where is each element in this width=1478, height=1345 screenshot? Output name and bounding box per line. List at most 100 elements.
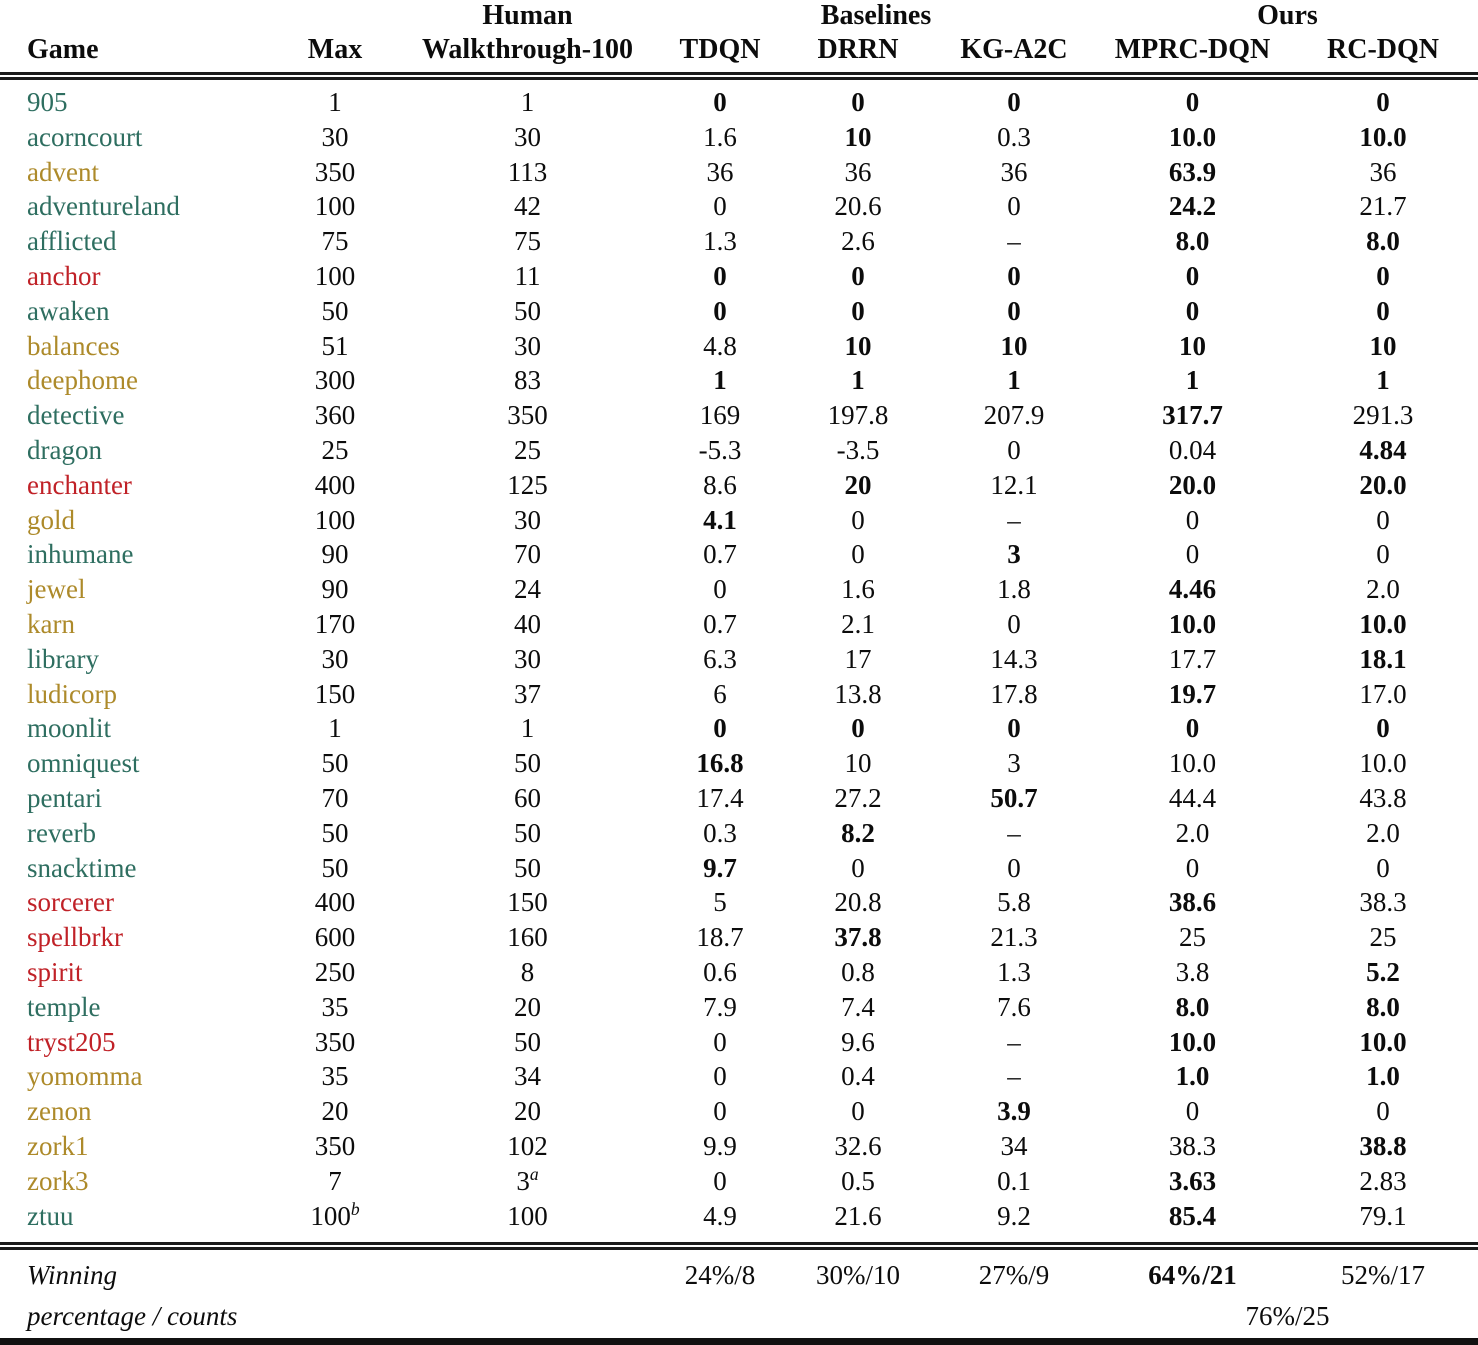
game-name: spirit (27, 956, 83, 987)
game-name: balances (27, 330, 120, 361)
footer-rule (0, 1242, 1478, 1251)
mprcdqn-cell: 0 (1185, 295, 1200, 326)
walkthrough-cell: 30 (514, 330, 541, 361)
tdqn-cell: 1.6 (703, 121, 737, 152)
mprcdqn-cell: 0 (1185, 713, 1200, 744)
table-row: library 30 30 6.3 17 14.3 17.7 18.1 (0, 642, 1478, 677)
game-name: ludicorp (27, 678, 117, 709)
table-row: ludicorp 150 37 6 13.8 17.8 19.7 17.0 (0, 677, 1478, 712)
tdqn-cell: -5.3 (698, 434, 742, 465)
footnote-marker: a (529, 1163, 539, 1184)
kga2c-cell: 207.9 (983, 400, 1045, 431)
kga2c-cell: – (1007, 1026, 1021, 1057)
header-group-row: Human Baselines Ours (0, 0, 1478, 32)
mprcdqn-cell: 0 (1185, 260, 1200, 291)
walkthrough-cell: 42 (514, 191, 541, 222)
kga2c-cell: – (1007, 226, 1021, 257)
table-row: zork3 7 3a 0 0.5 0.1 3.63 2.83 (0, 1164, 1478, 1199)
kga2c-cell: 1.3 (997, 956, 1031, 987)
max-cell: 90 (321, 539, 349, 570)
max-cell: 170 (314, 608, 356, 639)
mprcdqn-cell: 1 (1185, 365, 1200, 396)
max-cell: 50 (321, 748, 349, 779)
game-name: temple (27, 991, 101, 1022)
group-header-ours: Ours (1257, 0, 1318, 31)
mprcdqn-cell: 0 (1185, 1096, 1200, 1127)
walkthrough-cell: 50 (514, 852, 541, 883)
tdqn-cell: 0.6 (703, 956, 737, 987)
rcdqn-cell: 1 (1376, 365, 1390, 396)
mprcdqn-cell: 4.46 (1168, 574, 1217, 605)
drrn-cell: 1 (851, 365, 865, 396)
rcdqn-cell: 0 (1376, 87, 1390, 117)
tdqn-cell: 0.7 (703, 539, 737, 570)
footer-label-line2: percentage / counts (27, 1300, 238, 1331)
drrn-cell: 10 (844, 748, 872, 779)
table-row: adventureland 100 42 0 20.6 0 24.2 21.7 (0, 189, 1478, 224)
rcdqn-cell: 25 (1369, 922, 1397, 953)
table-row: yomomma 35 34 0 0.4 – 1.0 1.0 (0, 1059, 1478, 1094)
drrn-cell: -3.5 (836, 434, 880, 465)
max-cell: 300 (314, 365, 356, 396)
rcdqn-cell: 2.0 (1366, 817, 1400, 848)
max-cell: 1 (328, 713, 342, 744)
kga2c-cell: 0 (1007, 260, 1021, 291)
kga2c-cell: 17.8 (990, 678, 1038, 709)
kga2c-cell: 3 (1007, 539, 1021, 570)
max-cell: 35 (321, 991, 349, 1022)
max-cell: 100 (314, 191, 356, 222)
kga2c-cell: 14.3 (990, 643, 1038, 674)
table-row: enchanter 400 125 8.6 20 12.1 20.0 20.0 (0, 468, 1478, 503)
max-cell: 70 (321, 782, 349, 813)
rcdqn-cell: 79.1 (1359, 1200, 1407, 1231)
tdqn-cell: 16.8 (696, 748, 744, 779)
tdqn-cell: 0 (713, 1096, 727, 1127)
max-cell: 51 (321, 330, 349, 361)
walkthrough-cell: 8 (520, 956, 535, 987)
rcdqn-cell: 0 (1376, 713, 1390, 744)
kga2c-cell: 36 (1000, 156, 1028, 187)
rcdqn-cell: 38.3 (1359, 887, 1407, 918)
table-body: 905 1 1 0 0 0 0 0 acorncourt 30 30 1.6 10 0.3 10.0 10.0… (0, 80, 1478, 1237)
tdqn-cell: 0 (713, 87, 727, 117)
tdqn-cell: 5 (713, 887, 727, 918)
max-cell: 1 (328, 87, 342, 117)
rcdqn-cell: 43.8 (1359, 782, 1407, 813)
walkthrough-cell: 1 (520, 713, 535, 744)
rcdqn-cell: 36 (1369, 156, 1397, 187)
tdqn-cell: 0 (713, 574, 727, 605)
game-name: spellbrkr (27, 922, 123, 953)
game-name: zork1 (27, 1130, 89, 1161)
game-name: moonlit (27, 713, 112, 744)
mprcdqn-cell: 24.2 (1168, 191, 1217, 222)
rcdqn-cell: 2.83 (1359, 1165, 1407, 1196)
rcdqn-cell: 10.0 (1359, 121, 1407, 152)
mprcdqn-cell: 63.9 (1168, 156, 1217, 187)
kga2c-cell: 0 (1007, 295, 1021, 326)
drrn-cell: 32.6 (834, 1130, 882, 1161)
drrn-cell: 0.5 (841, 1165, 875, 1196)
walkthrough-cell: 70 (514, 539, 541, 570)
table-row: jewel 90 24 0 1.6 1.8 4.46 2.0 (0, 572, 1478, 607)
tdqn-cell: 4.9 (703, 1200, 737, 1231)
game-name: library (27, 643, 99, 674)
table-row: gold 100 30 4.1 0 – 0 0 (0, 503, 1478, 538)
game-name: deephome (27, 365, 138, 396)
walkthrough-cell: 30 (514, 643, 541, 674)
tdqn-cell: 6 (713, 678, 727, 709)
drrn-cell: 0 (851, 504, 865, 535)
mprcdqn-cell: 10.0 (1168, 1026, 1217, 1057)
rcdqn-cell: 2.0 (1366, 574, 1400, 605)
game-name: 905 (27, 87, 68, 117)
max-cell: 90 (321, 574, 349, 605)
max-cell: 50 (321, 295, 349, 326)
drrn-cell: 20.8 (834, 887, 882, 918)
drrn-cell: 10 (844, 330, 872, 361)
drrn-cell: 0 (851, 260, 865, 291)
game-name: awaken (27, 295, 110, 326)
rcdqn-cell: 38.8 (1359, 1130, 1407, 1161)
walkthrough-cell: 102 (507, 1130, 548, 1161)
walkthrough-cell: 20 (514, 991, 541, 1022)
rcdqn-cell: 10.0 (1359, 608, 1407, 639)
